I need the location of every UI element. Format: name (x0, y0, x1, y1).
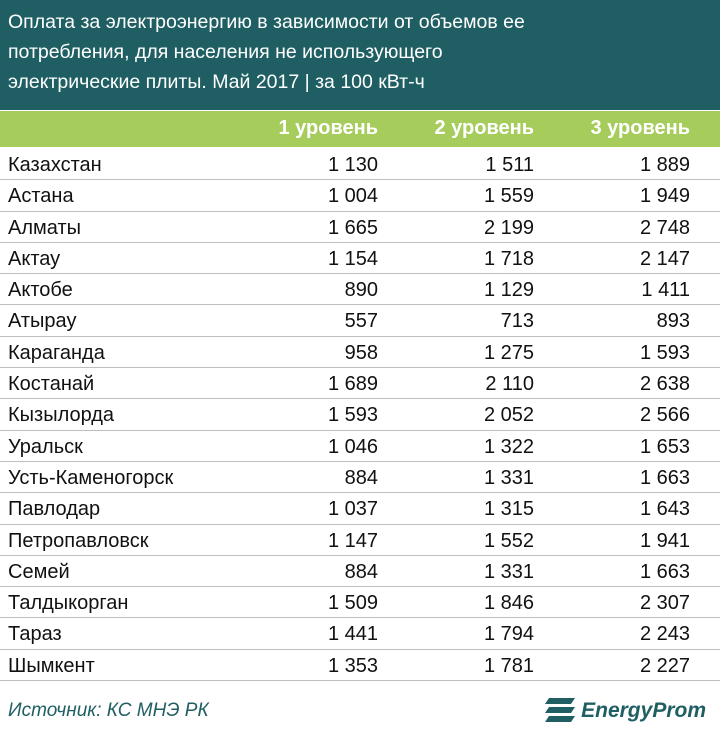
row-city: Костанай (8, 373, 95, 396)
row-city: Атырау (8, 310, 77, 333)
column-header-level-3: 3 уровень (590, 117, 690, 139)
logo-text: EnergyProm (581, 699, 706, 722)
row-value-level-3: 1 949 (639, 185, 690, 208)
column-header-row: 1 уровень 2 уровень 3 уровень (0, 111, 720, 147)
row-value-level-3: 1 663 (639, 466, 690, 489)
row-value-level-3: 1 941 (639, 529, 690, 552)
table-row: Тараз 1 441 1 794 2 243 (0, 618, 720, 650)
row-city: Караганда (8, 341, 105, 364)
table-row: Казахстан 1 130 1 511 1 889 (0, 149, 720, 181)
row-city: Павлодар (8, 498, 101, 521)
column-header-level-2: 2 уровень (434, 117, 534, 139)
row-value-level-2: 1 552 (483, 529, 534, 552)
row-value-level-1: 1 037 (327, 498, 378, 521)
row-value-level-1: 557 (344, 310, 378, 333)
row-value-level-1: 1 509 (327, 592, 378, 615)
table-row: Петропавловск 1 147 1 552 1 941 (0, 525, 720, 556)
row-value-level-2: 2 199 (483, 216, 534, 239)
row-city: Усть-Каменогорск (8, 466, 174, 489)
table-header: Оплата за электроэнергию в зависимости о… (0, 0, 720, 110)
source-note: Источник: КС МНЭ РК (8, 700, 209, 721)
table-title-line-1: Оплата за электроэнергию в зависимости о… (8, 11, 525, 33)
row-city: Талдыкорган (8, 592, 129, 615)
row-city: Тараз (8, 623, 62, 646)
row-value-level-1: 1 130 (327, 154, 378, 176)
row-value-level-3: 2 147 (639, 247, 690, 270)
row-value-level-2: 1 781 (483, 654, 534, 677)
row-value-level-2: 1 559 (483, 185, 534, 208)
table-row: Усть-Каменогорск 884 1 331 1 663 (0, 462, 720, 494)
row-value-level-2: 1 315 (483, 498, 534, 521)
row-value-level-2: 713 (500, 310, 534, 333)
row-value-level-2: 1 718 (483, 247, 534, 270)
row-value-level-1: 1 593 (327, 404, 378, 427)
row-value-level-1: 1 046 (327, 435, 378, 458)
row-value-level-3: 2 748 (639, 216, 690, 239)
row-value-level-3: 1 411 (641, 279, 690, 302)
row-value-level-3: 2 307 (639, 592, 690, 615)
row-value-level-1: 1 353 (327, 654, 378, 677)
table-body: Казахстан 1 130 1 511 1 889 Астана 1 004 1 559… (0, 149, 720, 682)
row-value-level-1: 1 154 (327, 247, 378, 270)
energyprom-logo-icon (545, 698, 576, 722)
row-value-level-1: 1 004 (327, 185, 378, 208)
row-city: Актобе (8, 279, 73, 302)
table-row: Актау 1 154 1 718 2 147 (0, 243, 720, 275)
row-value-level-3: 2 566 (639, 404, 690, 427)
row-value-level-2: 1 129 (483, 279, 534, 302)
row-value-level-1: 890 (344, 279, 378, 302)
brand-logo: EnergyProm (543, 694, 706, 728)
row-city: Актау (8, 247, 61, 270)
row-value-level-1: 884 (344, 560, 378, 583)
row-value-level-2: 1 846 (483, 592, 534, 615)
table-row: Талдыкорган 1 509 1 846 2 307 (0, 587, 720, 619)
row-value-level-2: 1 511 (485, 154, 534, 176)
table-row: Кызылорда 1 593 2 052 2 566 (0, 399, 720, 431)
row-value-level-1: 884 (344, 466, 378, 489)
row-value-level-1: 958 (344, 341, 378, 364)
row-value-level-3: 1 593 (639, 341, 690, 364)
table-row: Шымкент 1 353 1 781 2 227 (0, 650, 720, 682)
row-city: Уральск (8, 435, 83, 458)
row-value-level-2: 1 794 (483, 623, 534, 646)
table-row: Павлодар 1 037 1 315 1 643 (0, 493, 720, 525)
row-city: Астана (8, 185, 74, 208)
row-value-level-1: 1 665 (327, 216, 378, 239)
row-city: Казахстан (8, 154, 102, 176)
row-city: Алматы (8, 216, 81, 239)
table-title-line-2: потребления, для населения не использующ… (8, 41, 443, 63)
table-row: Атырау 557 713 893 (0, 305, 720, 337)
row-city: Шымкент (8, 654, 95, 677)
row-value-level-1: 1 441 (327, 623, 378, 646)
row-value-level-3: 893 (656, 310, 690, 333)
table-row: Актобе 890 1 129 1 411 (0, 274, 720, 306)
row-value-level-2: 1 331 (483, 466, 534, 489)
row-value-level-2: 1 275 (483, 341, 534, 364)
row-value-level-3: 1 889 (639, 154, 690, 176)
row-value-level-3: 2 638 (639, 373, 690, 396)
row-value-level-1: 1 147 (327, 529, 378, 552)
table-row: Семей 884 1 331 1 663 (0, 556, 720, 588)
row-city: Семей (8, 560, 70, 583)
table-row: Уральск 1 046 1 322 1 653 (0, 431, 720, 462)
row-value-level-3: 1 643 (639, 498, 690, 521)
row-value-level-3: 2 227 (639, 654, 690, 677)
row-value-level-2: 2 052 (483, 404, 534, 427)
table-row: Алматы 1 665 2 199 2 748 (0, 212, 720, 243)
row-value-level-3: 1 653 (639, 435, 690, 458)
row-value-level-2: 2 110 (485, 373, 534, 396)
row-value-level-2: 1 331 (483, 560, 534, 583)
table-row: Астана 1 004 1 559 1 949 (0, 180, 720, 212)
row-value-level-1: 1 689 (327, 373, 378, 396)
table-row: Караганда 958 1 275 1 593 (0, 337, 720, 369)
row-city: Кызылорда (8, 404, 115, 427)
row-value-level-3: 2 243 (639, 623, 690, 646)
table-row: Костанай 1 689 2 110 2 638 (0, 368, 720, 400)
column-header-level-1: 1 уровень (278, 117, 378, 139)
row-value-level-2: 1 322 (483, 435, 534, 458)
row-value-level-3: 1 663 (639, 560, 690, 583)
row-city: Петропавловск (8, 529, 149, 552)
table-title-line-3: электрические плиты. Май 2017 | за 100 к… (8, 71, 425, 93)
